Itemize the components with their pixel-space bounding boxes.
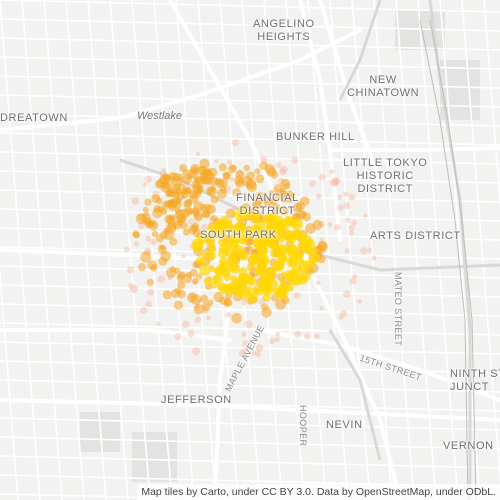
rail-lines — [419, 19, 477, 500]
label-jefferson: JEFFERSON — [161, 394, 232, 406]
heat-layer — [124, 139, 377, 358]
label-westlake-north: DREATOWN — [0, 112, 68, 124]
label-ninth-st-junction: NINTH ST JUNCT — [450, 368, 500, 393]
label-westlake: Westlake — [137, 110, 183, 122]
label-south-park: SOUTH PARK — [200, 229, 277, 241]
label-new-chinatown: NEW CHINATOWN — [347, 74, 420, 99]
label-bunker-hill: BUNKER HILL — [276, 131, 355, 143]
label-nevin: NEVIN — [326, 419, 363, 431]
map-attribution: Map tiles by Carto, under CC BY 3.0. Dat… — [137, 484, 500, 500]
label-mateo-street: MATEO STREET — [393, 272, 403, 347]
label-angelino-heights: ANGELINO HEIGHTS — [253, 18, 315, 43]
label-financial-district: FINANCIAL DISTRICT — [236, 192, 299, 217]
label-hooper: HOOPER — [298, 405, 308, 447]
label-little-tokyo: LITTLE TOKYO HISTORIC DISTRICT — [343, 157, 428, 195]
label-arts-district: ARTS DISTRICT — [370, 230, 461, 242]
label-vernon: VERNON — [443, 440, 494, 452]
